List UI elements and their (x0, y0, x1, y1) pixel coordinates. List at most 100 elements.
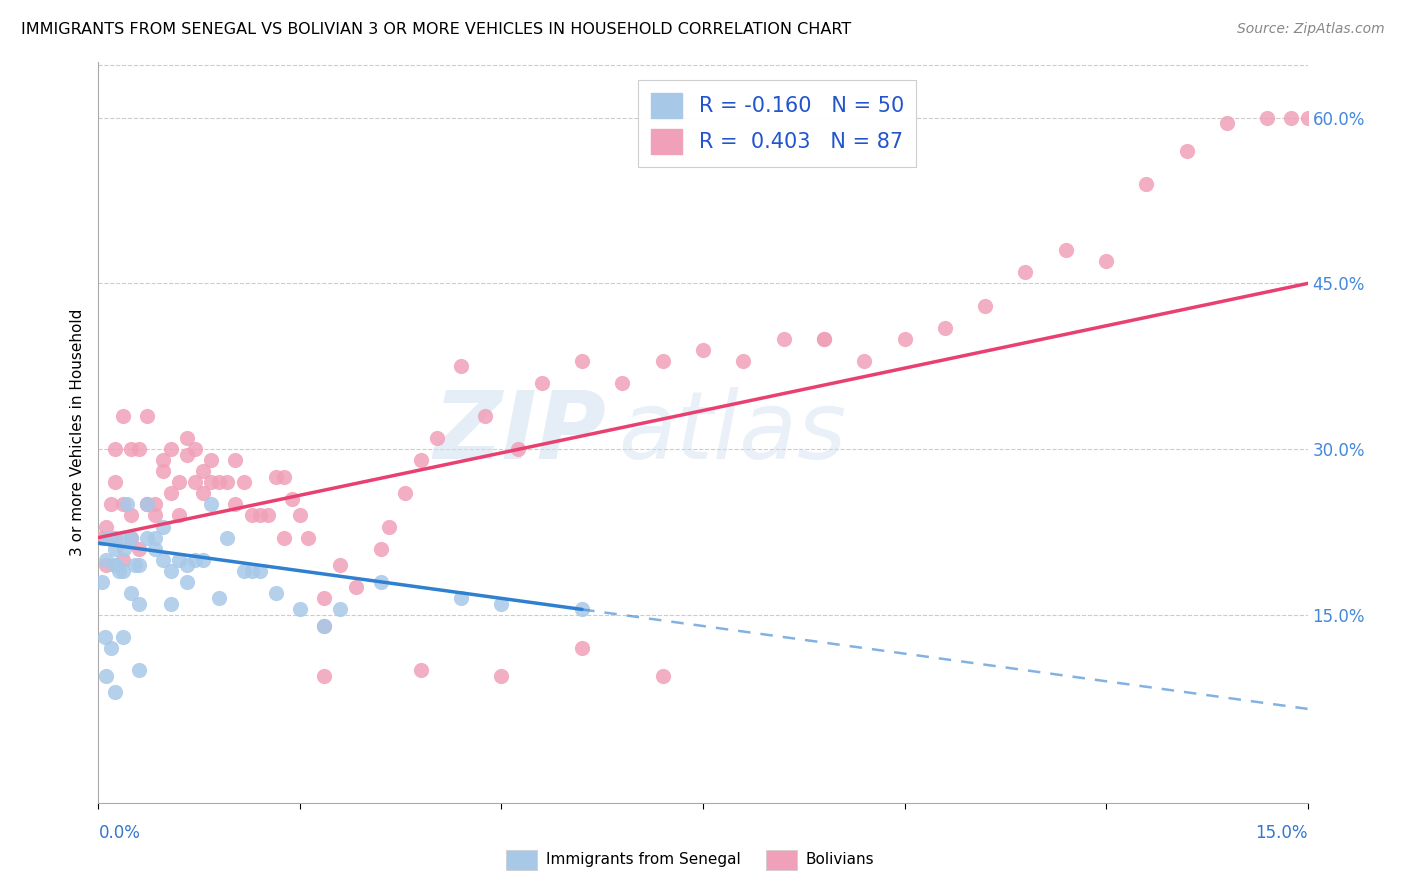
Point (111, 409, 134, 423)
Point (256, 508, 278, 523)
Point (240, 564, 263, 578)
Point (160, 597, 183, 611)
Point (314, 591, 336, 606)
Point (143, 541, 166, 556)
Point (97, 531, 120, 545)
Point (135, 498, 157, 512)
Text: 15.0%: 15.0% (1256, 824, 1308, 842)
Text: atlas: atlas (619, 387, 846, 478)
Point (96, 669, 118, 683)
Point (91, 531, 114, 545)
Point (100, 498, 122, 512)
Point (1135, 177, 1157, 191)
Point (208, 475, 231, 490)
Point (120, 531, 142, 545)
Point (692, 343, 714, 357)
Point (128, 558, 150, 573)
Point (314, 619, 336, 633)
Point (160, 486, 183, 500)
Point (143, 498, 166, 512)
Point (224, 498, 246, 512)
Point (167, 475, 190, 490)
Point (813, 332, 835, 346)
Point (426, 431, 449, 445)
Point (651, 353, 673, 368)
Point (184, 442, 207, 457)
Point (344, 580, 367, 594)
Point (193, 464, 215, 478)
Point (232, 475, 254, 490)
Point (120, 586, 142, 600)
Legend: R = -0.160   N = 50, R =  0.403   N = 87: R = -0.160 N = 50, R = 0.403 N = 87 (638, 80, 917, 167)
Point (160, 442, 183, 457)
Point (1216, 116, 1239, 130)
Point (167, 508, 190, 523)
Point (193, 552, 215, 566)
Point (974, 299, 997, 313)
Point (152, 519, 174, 533)
Point (314, 669, 336, 683)
Point (111, 630, 134, 644)
Point (249, 508, 271, 523)
Point (176, 558, 198, 573)
Point (217, 475, 239, 490)
Point (1095, 254, 1118, 268)
Point (273, 531, 295, 545)
Point (152, 552, 174, 566)
Point (288, 508, 311, 523)
Point (530, 376, 553, 390)
Point (329, 602, 352, 616)
Point (506, 442, 529, 457)
Point (120, 442, 142, 457)
Text: ZIP: ZIP (433, 386, 606, 479)
Point (111, 552, 134, 566)
Point (176, 574, 198, 589)
Point (934, 320, 956, 334)
Point (1256, 111, 1278, 125)
Point (240, 508, 263, 523)
Text: Bolivians: Bolivians (806, 853, 875, 867)
Point (184, 552, 207, 566)
Point (107, 564, 129, 578)
Point (100, 531, 122, 545)
Point (152, 453, 174, 467)
Point (103, 475, 125, 490)
Point (143, 531, 166, 545)
Point (232, 564, 254, 578)
Point (474, 409, 496, 423)
Point (297, 531, 319, 545)
Point (1296, 111, 1319, 125)
Point (184, 475, 207, 490)
Point (571, 641, 593, 656)
Point (571, 602, 593, 616)
Point (224, 453, 246, 467)
Point (208, 591, 231, 606)
Point (264, 470, 287, 484)
Point (200, 498, 222, 512)
Y-axis label: 3 or more Vehicles in Household: 3 or more Vehicles in Household (69, 309, 84, 557)
Point (893, 332, 915, 346)
Point (193, 486, 215, 500)
Point (111, 531, 134, 545)
Point (103, 531, 125, 545)
Text: Immigrants from Senegal: Immigrants from Senegal (546, 853, 741, 867)
Point (176, 431, 198, 445)
Text: 0.0%: 0.0% (98, 824, 141, 842)
Point (1281, 111, 1303, 125)
Point (167, 552, 190, 566)
Point (1014, 265, 1036, 279)
Point (571, 353, 593, 368)
Point (200, 475, 222, 490)
Point (112, 541, 135, 556)
Point (100, 641, 122, 656)
Point (651, 669, 673, 683)
Point (281, 491, 304, 506)
Point (176, 448, 198, 462)
Point (370, 574, 392, 589)
Point (91, 574, 114, 589)
Point (103, 558, 125, 573)
Point (612, 376, 634, 390)
Point (115, 498, 138, 512)
Point (111, 564, 134, 578)
Point (128, 597, 150, 611)
